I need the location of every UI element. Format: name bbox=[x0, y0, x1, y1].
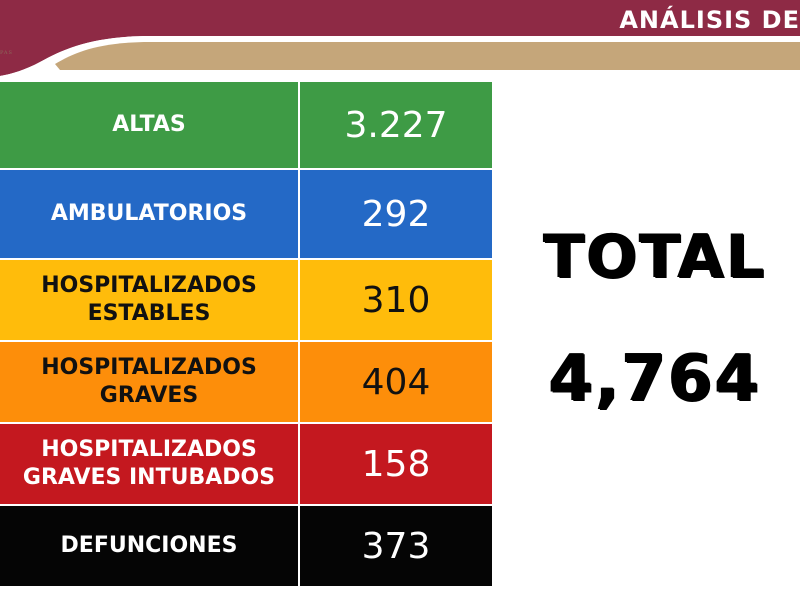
logo-text: PAS bbox=[0, 50, 13, 56]
stats-table: ALTAS 3.227 AMBULATORIOS 292 HOSPITALIZA… bbox=[0, 82, 494, 588]
row-label: AMBULATORIOS bbox=[0, 169, 300, 260]
table-row: HOSPITALIZADOS GRAVES 404 bbox=[0, 341, 494, 424]
row-value: 3.227 bbox=[299, 82, 494, 170]
table-row: DEFUNCIONES 373 bbox=[0, 505, 494, 588]
row-value: 292 bbox=[299, 169, 494, 260]
row-value: 373 bbox=[299, 505, 494, 588]
row-label: HOSPITALIZADOS GRAVES bbox=[0, 341, 300, 424]
row-label: ALTAS bbox=[0, 82, 300, 170]
table-row: HOSPITALIZADOS ESTABLES 310 bbox=[0, 259, 494, 342]
total-label: TOTAL bbox=[543, 222, 767, 292]
header-title: ANÁLISIS DE bbox=[619, 6, 800, 34]
row-value: 310 bbox=[299, 259, 494, 342]
row-value: 404 bbox=[299, 341, 494, 424]
header-decoration bbox=[0, 0, 800, 78]
row-label: HOSPITALIZADOS ESTABLES bbox=[0, 259, 300, 342]
row-label: DEFUNCIONES bbox=[0, 505, 300, 588]
table-row: HOSPITALIZADOS GRAVES INTUBADOS 158 bbox=[0, 423, 494, 506]
table-row: AMBULATORIOS 292 bbox=[0, 169, 494, 260]
table-row: ALTAS 3.227 bbox=[0, 82, 494, 170]
total-value: 4,764 bbox=[548, 342, 762, 416]
row-value: 158 bbox=[299, 423, 494, 506]
header-band: ANÁLISIS DE PAS bbox=[0, 0, 800, 80]
row-label: HOSPITALIZADOS GRAVES INTUBADOS bbox=[0, 423, 300, 506]
